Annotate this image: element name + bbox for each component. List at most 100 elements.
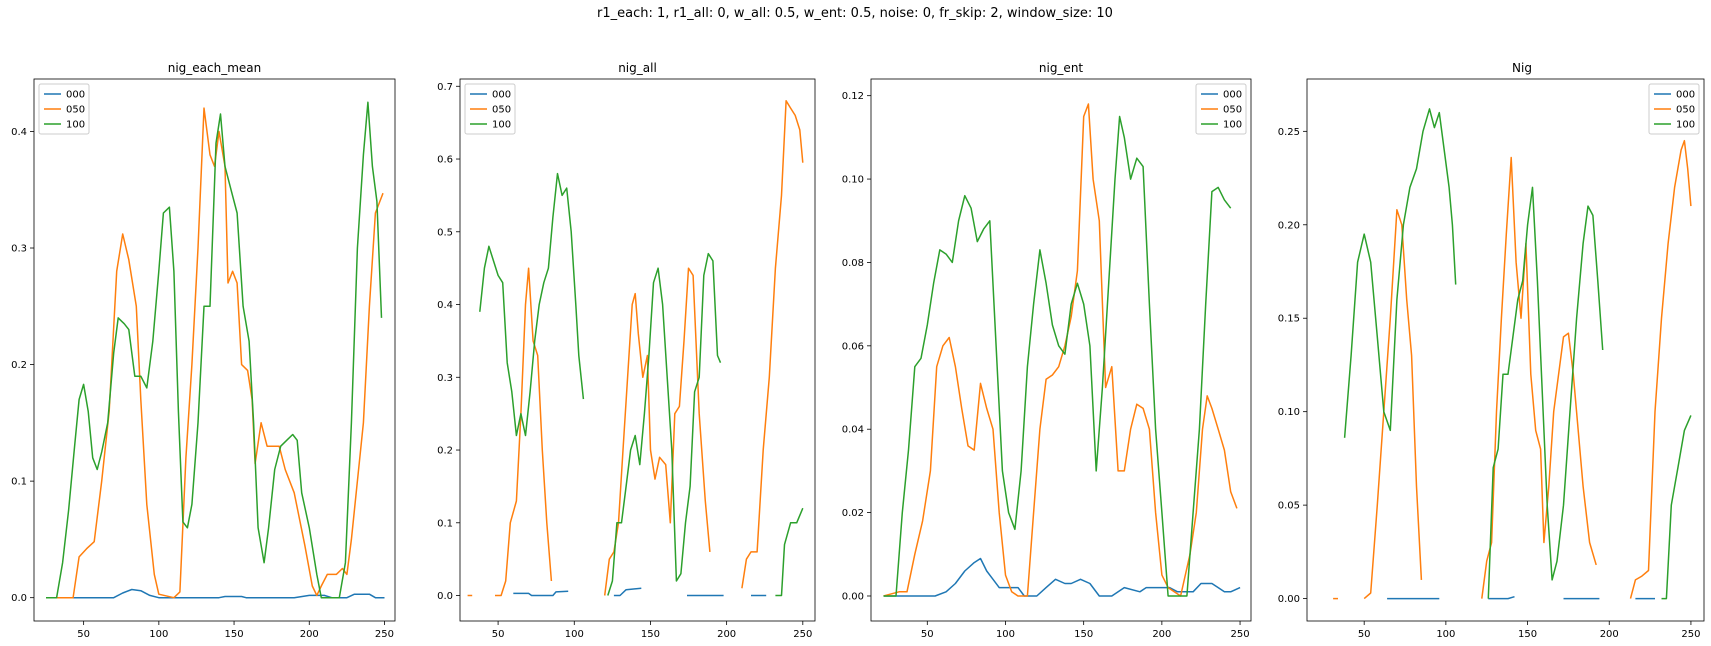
- y-tick-label: 0.12: [842, 91, 864, 102]
- legend-label-100: 100: [66, 120, 85, 131]
- x-tick-label: 150: [641, 629, 660, 640]
- y-tick-label: 0.2: [437, 446, 453, 457]
- y-tick-label: 0.10: [842, 175, 864, 186]
- x-tick-label: 150: [225, 629, 244, 640]
- y-tick-label: 0.05: [1278, 501, 1300, 512]
- series-line-000: [883, 557, 1241, 597]
- subplot-nig: Nig 50 100 150 200 250 0.00 0.05 0.10 0.15 0.20 0.…: [1278, 61, 1705, 640]
- series-line-000: [613, 587, 642, 597]
- x-tick-label: 200: [1600, 629, 1619, 640]
- x-tick-label: 250: [1681, 629, 1700, 640]
- plot-legend: 000 050 100: [464, 83, 516, 135]
- series-line-100: [883, 115, 1232, 597]
- x-tick-label: 100: [996, 629, 1015, 640]
- legend-box: [1648, 83, 1700, 135]
- plot-title: nig_all: [618, 61, 657, 75]
- y-tick-label: 0.2: [11, 360, 27, 371]
- series-line-050: [1481, 156, 1597, 599]
- y-tick-label: 0.15: [1278, 314, 1300, 325]
- x-tick-label: 50: [77, 629, 90, 640]
- y-tick-label: 0.25: [1278, 127, 1300, 138]
- plot-title: nig_each_mean: [168, 61, 262, 75]
- legend-box: [464, 83, 516, 135]
- x-tick-label: 150: [1518, 629, 1537, 640]
- legend-box: [38, 83, 90, 135]
- series-line-100: [775, 507, 804, 597]
- series-line-100: [1343, 108, 1457, 438]
- series-line-050: [495, 267, 553, 597]
- y-tick-label: 0.04: [842, 425, 864, 436]
- legend-label-100: 100: [492, 120, 511, 131]
- legend-label-000: 000: [1676, 90, 1695, 101]
- x-tick-label: 150: [1074, 629, 1093, 640]
- x-tick-label: 250: [1231, 629, 1250, 640]
- plot-axes: 50 100 150 200 250 0.00 0.05 0.10 0.15 0.20 0.25: [1278, 78, 1705, 640]
- y-tick-label: 0.20: [1278, 220, 1300, 231]
- plot-lines: [883, 103, 1241, 597]
- y-tick-label: 0.7: [437, 82, 453, 93]
- x-tick-label: 100: [1436, 629, 1455, 640]
- x-tick-label: 100: [149, 629, 168, 640]
- series-line-100: [1487, 186, 1604, 599]
- y-tick-label: 0.0: [437, 591, 453, 602]
- y-tick-label: 0.00: [1278, 594, 1300, 605]
- plot-lines: [467, 100, 804, 597]
- subplot-nig-ent: nig_ent 50 100 150 200 250 0.00 0.02 0.04 0.06 0.…: [842, 61, 1252, 640]
- y-tick-label: 0.02: [842, 508, 864, 519]
- series-line-100: [1661, 415, 1692, 600]
- y-tick-label: 0.5: [437, 227, 453, 238]
- x-tick-label: 250: [793, 629, 812, 640]
- plot-lines: [1333, 108, 1692, 600]
- x-tick-label: 50: [492, 629, 505, 640]
- legend-label-100: 100: [1223, 120, 1242, 131]
- axes-frame: [33, 78, 396, 622]
- series-line-100: [479, 172, 585, 437]
- y-tick-label: 0.3: [437, 373, 453, 384]
- y-tick-label: 0.6: [437, 155, 453, 166]
- y-tick-label: 0.1: [437, 518, 453, 529]
- plot-legend: 000 050 100: [1648, 83, 1700, 135]
- legend-label-050: 050: [492, 105, 511, 116]
- x-tick-label: 200: [300, 629, 319, 640]
- y-tick-label: 0.10: [1278, 407, 1300, 418]
- series-line-100: [607, 252, 722, 596]
- plot-axes: 50 100 150 200 250 0.0 0.1 0.2 0.3 0.4: [11, 78, 396, 640]
- y-tick-label: 0.4: [11, 127, 27, 138]
- figure-suptitle: r1_each: 1, r1_all: 0, w_all: 0.5, w_ent…: [597, 6, 1113, 21]
- plot-legend: 000 050 100: [1195, 83, 1247, 135]
- legend-label-000: 000: [1223, 90, 1242, 101]
- axes-frame: [1306, 78, 1705, 622]
- legend-label-050: 050: [1676, 105, 1695, 116]
- x-tick-label: 250: [375, 629, 394, 640]
- legend-box: [1195, 83, 1247, 135]
- legend-label-000: 000: [66, 90, 85, 101]
- subplot-nig-all: nig_all 50 100 150 200 250 0.0 0.1 0.2 0.3 0.4 0.5…: [437, 61, 816, 640]
- axes-frame: [459, 78, 816, 622]
- subplot-nig-each-mean: nig_each_mean 50 100 150 200 250 0.0 0.1 0.2 0.3…: [11, 61, 396, 640]
- plot-axes: 50 100 150 200 250 0.00 0.02 0.04 0.06 0.08 0.10 0.…: [842, 78, 1252, 640]
- series-line-050: [741, 100, 804, 589]
- series-line-050: [46, 107, 384, 599]
- axes-frame: [870, 78, 1252, 622]
- series-line-050: [1363, 209, 1423, 600]
- x-tick-label: 100: [565, 629, 584, 640]
- plot-title: nig_ent: [1039, 61, 1084, 75]
- plot-lines: [46, 101, 385, 599]
- x-tick-label: 50: [921, 629, 934, 640]
- series-line-050: [603, 267, 711, 596]
- x-tick-label: 50: [1358, 629, 1371, 640]
- plot-legend: 000 050 100: [38, 83, 90, 135]
- legend-label-100: 100: [1676, 120, 1695, 131]
- y-tick-label: 0.00: [842, 591, 864, 602]
- y-tick-label: 0.3: [11, 244, 27, 255]
- series-line-050: [883, 103, 1238, 597]
- series-line-000: [46, 588, 385, 599]
- series-line-100: [46, 101, 383, 599]
- series-line-000: [1488, 595, 1515, 600]
- y-tick-label: 0.08: [842, 258, 864, 269]
- legend-label-050: 050: [66, 105, 85, 116]
- plot-axes: 50 100 150 200 250 0.0 0.1 0.2 0.3 0.4 0.5 0.6 0.7: [437, 78, 816, 640]
- series-line-000: [513, 590, 569, 597]
- legend-label-000: 000: [492, 90, 511, 101]
